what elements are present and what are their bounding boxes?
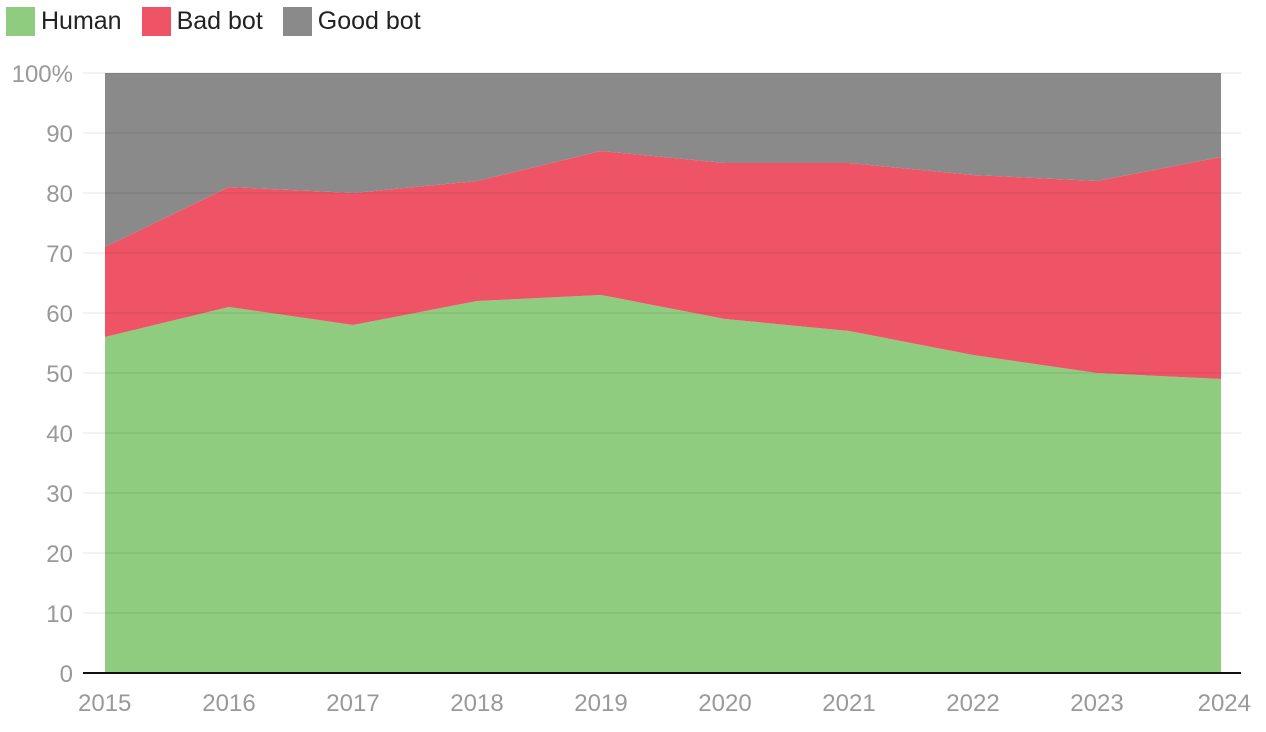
x-tick-label-2023: 2023 (1070, 690, 1123, 717)
legend-item-bad-bot: Bad bot (141, 6, 263, 36)
y-tick-label-5: 50 (46, 361, 73, 388)
legend-swatch-human (6, 6, 35, 36)
x-tick-label-2022: 2022 (946, 690, 999, 717)
legend-item-good-bot: Good bot (282, 6, 421, 36)
legend-swatch-good-bot (282, 6, 312, 36)
area-bad-bot (105, 151, 1221, 379)
legend: Human Bad bot Good bot (6, 4, 441, 38)
x-tick-label-2024: 2024 (1198, 690, 1251, 717)
x-tick-label-2019: 2019 (574, 690, 627, 717)
y-tick-label-8: 80 (46, 181, 73, 208)
legend-label-human: Human (41, 6, 122, 35)
area-human (105, 295, 1221, 673)
x-tick-label-2015: 2015 (78, 690, 131, 717)
x-tick-label-2021: 2021 (822, 690, 875, 717)
y-tick-label-2: 20 (46, 541, 73, 568)
y-tick-label-1: 10 (46, 601, 73, 628)
y-tick-label-6: 60 (46, 301, 73, 328)
legend-item-human: Human (6, 6, 122, 36)
x-tick-label-2017: 2017 (326, 690, 379, 717)
x-tick-label-2020: 2020 (698, 690, 751, 717)
x-tick-label-2016: 2016 (202, 690, 255, 717)
area-good-bot (105, 73, 1221, 247)
y-tick-label-7: 70 (46, 241, 73, 268)
legend-label-bad-bot: Bad bot (176, 6, 263, 35)
x-tick-label-2018: 2018 (450, 690, 503, 717)
y-tick-label-4: 40 (46, 421, 73, 448)
y-tick-label-3: 30 (46, 481, 73, 508)
y-tick-label-9: 90 (46, 121, 73, 148)
legend-label-good-bot: Good bot (317, 6, 421, 35)
legend-swatch-bad-bot (141, 6, 171, 36)
y-tick-label-10: 100% (12, 61, 73, 88)
y-tick-label-0: 0 (60, 661, 73, 688)
